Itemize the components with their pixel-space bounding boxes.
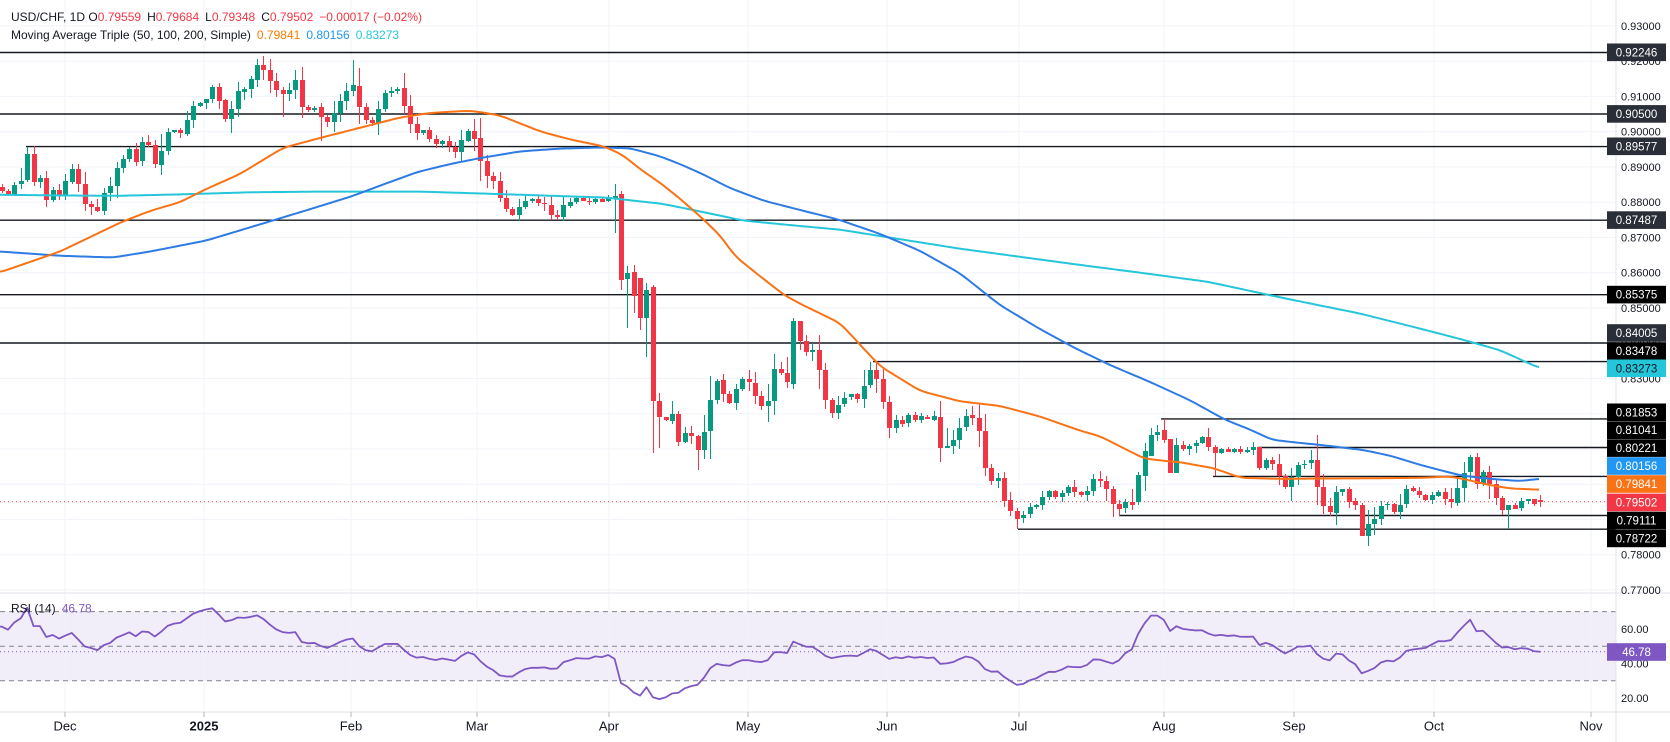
svg-text:0.87487: 0.87487 (1616, 215, 1658, 227)
svg-text:0.90500: 0.90500 (1616, 109, 1658, 121)
svg-text:0.80156: 0.80156 (1616, 461, 1658, 473)
svg-text:Feb: Feb (340, 719, 362, 734)
svg-text:0.89000: 0.89000 (1621, 162, 1661, 174)
svg-text:40.00: 40.00 (1621, 659, 1649, 671)
svg-text:Jun: Jun (877, 719, 898, 734)
svg-text:Sep: Sep (1282, 719, 1305, 734)
svg-text:0.79111: 0.79111 (1617, 516, 1657, 528)
svg-text:0.87000: 0.87000 (1621, 232, 1661, 244)
svg-text:0.90000: 0.90000 (1621, 127, 1661, 139)
svg-text:0.85375: 0.85375 (1616, 290, 1658, 302)
svg-text:0.91000: 0.91000 (1621, 91, 1661, 103)
svg-text:46.78: 46.78 (1622, 647, 1651, 659)
svg-text:Mar: Mar (466, 719, 489, 734)
svg-text:Aug: Aug (1152, 719, 1175, 734)
svg-text:0.79841: 0.79841 (1616, 479, 1658, 491)
svg-text:0.92246: 0.92246 (1616, 47, 1658, 59)
svg-text:Nov: Nov (1579, 719, 1603, 734)
svg-text:60.00: 60.00 (1621, 624, 1649, 636)
svg-text:0.86000: 0.86000 (1621, 268, 1661, 280)
svg-text:Moving Average Triple (50, 100: Moving Average Triple (50, 100, 200, Sim… (11, 28, 399, 42)
svg-text:Jul: Jul (1011, 719, 1028, 734)
svg-text:Oct: Oct (1424, 719, 1445, 734)
svg-text:0.80221: 0.80221 (1616, 443, 1658, 455)
svg-text:USD/CHF, 1D O0.79559 H0.79684: USD/CHF, 1D O0.79559 H0.79684 L0.79348 C… (11, 10, 422, 24)
svg-text:0.78000: 0.78000 (1621, 550, 1661, 562)
svg-text:0.81041: 0.81041 (1616, 425, 1658, 437)
svg-text:0.83478: 0.83478 (1616, 346, 1658, 358)
svg-text:Dec: Dec (53, 719, 77, 734)
svg-text:0.83273: 0.83273 (1616, 363, 1658, 375)
svg-text:2025: 2025 (190, 719, 219, 734)
svg-text:0.93000: 0.93000 (1621, 21, 1661, 33)
svg-text:0.84005: 0.84005 (1616, 328, 1658, 340)
svg-text:May: May (736, 719, 761, 734)
svg-text:0.89577: 0.89577 (1616, 141, 1658, 153)
svg-text:0.88000: 0.88000 (1621, 197, 1661, 209)
svg-text:Apr: Apr (599, 719, 620, 734)
svg-text:0.77000: 0.77000 (1621, 585, 1661, 597)
svg-text:0.78722: 0.78722 (1616, 533, 1658, 545)
svg-text:0.85000: 0.85000 (1621, 303, 1661, 315)
svg-text:RSI (14) 46.78: RSI (14) 46.78 (11, 602, 92, 616)
svg-text:0.81853: 0.81853 (1616, 407, 1658, 419)
svg-text:20.00: 20.00 (1621, 693, 1649, 705)
svg-text:0.79502: 0.79502 (1616, 497, 1658, 509)
